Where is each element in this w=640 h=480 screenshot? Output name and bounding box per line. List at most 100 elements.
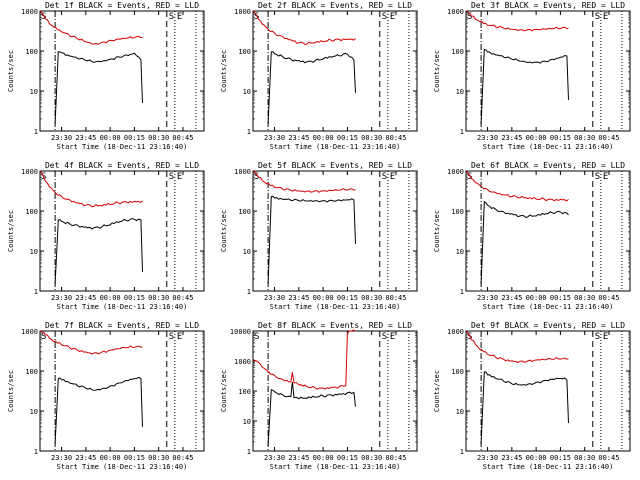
chart-title: Det 3f BLACK = Events, RED = LLD	[471, 1, 625, 10]
x-tick-label: 00:15	[337, 294, 358, 302]
y-tick-label: 1000	[447, 168, 464, 176]
y-axis-label: Counts/sec	[7, 50, 15, 92]
end-marker-label: E	[177, 172, 182, 182]
y-tick-label: 1000	[21, 168, 38, 176]
chart-panel: Det 6f BLACK = Events, RED = LLD 1 10 100 10…	[433, 161, 631, 311]
start-marker-label: S	[382, 12, 387, 22]
x-tick-label: 00:30	[361, 294, 382, 302]
x-tick-label: 00:15	[337, 454, 358, 462]
y-tick-label: 100	[451, 368, 464, 376]
start-marker-label: S	[169, 332, 174, 342]
x-tick-label: 00:15	[550, 294, 571, 302]
y-tick-label: 1	[460, 448, 464, 456]
x-tick-label: 00:15	[124, 134, 145, 142]
y-tick-label: 100	[25, 48, 38, 56]
y-tick-label: 10	[30, 248, 38, 256]
y-tick-label: 1	[460, 128, 464, 136]
plot-frame	[465, 170, 631, 292]
x-tick-label: 23:45	[75, 454, 96, 462]
attenuator-marker-label: S	[41, 332, 46, 342]
x-tick-label: 00:45	[598, 134, 619, 142]
lld-series-line	[40, 330, 143, 355]
chart-title: Det 7f BLACK = Events, RED = LLD	[45, 321, 199, 330]
y-axis-label: Counts/sec	[220, 210, 228, 252]
y-tick-label: 1000	[447, 8, 464, 16]
plot-frame	[465, 10, 631, 132]
x-tick-label: 00:00	[526, 134, 547, 142]
attenuator-marker-label: S	[254, 172, 259, 182]
attenuator-marker-label: S	[467, 172, 472, 182]
y-tick-label: 100	[238, 208, 251, 216]
plot-frame	[39, 170, 205, 292]
plot-frame	[252, 170, 418, 292]
y-tick-label: 10	[30, 408, 38, 416]
x-tick-label: 00:45	[172, 134, 193, 142]
events-series-line	[54, 51, 143, 125]
y-tick-label: 100	[25, 368, 38, 376]
y-tick-label: 100	[238, 48, 251, 56]
lld-series-line	[466, 170, 569, 202]
y-tick-label: 1	[34, 288, 38, 296]
lld-series-line	[466, 10, 569, 32]
chart-title: Det 4f BLACK = Events, RED = LLD	[45, 161, 199, 170]
x-tick-label: 00:30	[574, 454, 595, 462]
chart-title: Det 9f BLACK = Events, RED = LLD	[471, 321, 625, 330]
events-series-line	[54, 376, 143, 445]
start-marker-label: S	[595, 332, 600, 342]
x-tick-label: 23:30	[264, 454, 285, 462]
x-tick-label: 23:30	[264, 134, 285, 142]
start-marker-label: S	[169, 172, 174, 182]
events-series-line	[267, 381, 356, 446]
x-tick-label: 23:30	[51, 134, 72, 142]
x-tick-label: 23:45	[75, 134, 96, 142]
x-tick-label: 23:45	[75, 294, 96, 302]
x-axis-label: Start Time (18-Dec-11 23:16:40)	[270, 143, 401, 151]
end-marker-label: E	[390, 172, 395, 182]
chart-title: Det 6f BLACK = Events, RED = LLD	[471, 161, 625, 170]
lld-series-line	[40, 170, 143, 208]
x-tick-label: 00:15	[124, 454, 145, 462]
y-axis-label: Counts/sec	[220, 50, 228, 92]
end-marker-label: E	[177, 12, 182, 22]
chart-title: Det 1f BLACK = Events, RED = LLD	[45, 1, 199, 10]
x-tick-label: 00:00	[526, 454, 547, 462]
x-axis-label: Start Time (18-Dec-11 23:16:40)	[57, 303, 188, 311]
y-tick-label: 10	[30, 88, 38, 96]
y-tick-label: 1000	[234, 358, 251, 366]
x-tick-label: 23:30	[477, 454, 498, 462]
y-tick-label: 1	[247, 448, 251, 456]
plot-frame	[39, 10, 205, 132]
end-marker-label: E	[390, 12, 395, 22]
x-tick-label: 00:00	[100, 134, 121, 142]
x-tick-label: 23:30	[264, 294, 285, 302]
end-marker-label: E	[390, 332, 395, 342]
chart-title: Det 2f BLACK = Events, RED = LLD	[258, 1, 412, 10]
x-tick-label: 23:45	[501, 454, 522, 462]
lld-series-line	[466, 330, 569, 364]
y-tick-label: 100	[451, 208, 464, 216]
x-tick-label: 00:45	[598, 294, 619, 302]
x-tick-label: 00:00	[100, 454, 121, 462]
events-series-line	[54, 218, 143, 285]
plot-frame	[252, 330, 418, 452]
attenuator-marker-label: S	[41, 12, 46, 22]
x-tick-label: 00:15	[550, 454, 571, 462]
x-axis-label: Start Time (18-Dec-11 23:16:40)	[57, 463, 188, 471]
plot-frame	[465, 330, 631, 452]
chart-panel: Det 8f BLACK = Events, RED = LLD 1 10 100 10…	[220, 321, 418, 471]
lld-series-line	[40, 10, 143, 45]
x-tick-label: 00:45	[172, 454, 193, 462]
y-tick-label: 100	[238, 388, 251, 396]
attenuator-marker-label: S	[254, 12, 259, 22]
x-tick-label: 00:30	[361, 454, 382, 462]
x-tick-label: 23:30	[477, 134, 498, 142]
y-tick-label: 100	[451, 48, 464, 56]
y-tick-label: 1	[460, 288, 464, 296]
y-tick-label: 10	[456, 248, 464, 256]
start-marker-label: S	[169, 12, 174, 22]
chart-panel: Det 5f BLACK = Events, RED = LLD 1 10 100 10…	[220, 161, 418, 311]
x-tick-label: 23:45	[288, 454, 309, 462]
events-series-line	[267, 51, 356, 125]
events-series-line	[480, 48, 569, 125]
chart-panel: Det 3f BLACK = Events, RED = LLD 1 10 100 10…	[433, 1, 631, 151]
